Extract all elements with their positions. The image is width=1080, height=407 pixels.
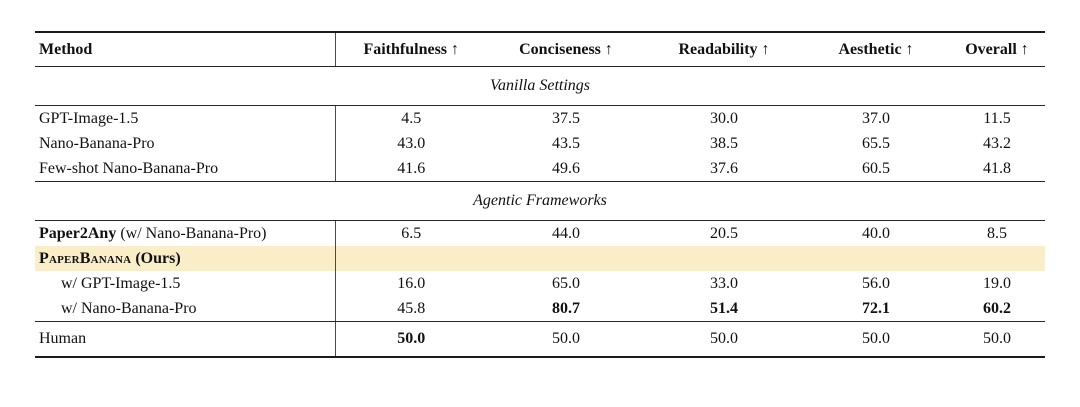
faithfulness-value: 43.0	[397, 134, 426, 152]
aesthetic-value: 60.5	[803, 156, 949, 182]
method-label: Nano-Banana-Pro	[35, 131, 336, 156]
faithfulness-value: 50.0	[335, 321, 487, 358]
method-name-suffix: (w/ Nano-Banana-Pro)	[116, 224, 267, 242]
section-header-label: Agentic Frameworks	[35, 181, 1045, 221]
readability-value: 50.0	[645, 321, 803, 358]
table-row-nano-banana: Nano-Banana-Pro 43.0 43.5 38.5 65.5 43.2	[35, 131, 1045, 156]
table-row-paper2any: Paper2Any (w/ Nano-Banana-Pro) 6.5 44.0 …	[35, 220, 1045, 246]
readability-value: 33.0	[710, 274, 738, 292]
empty-cell	[645, 246, 803, 271]
overall-value: 8.5	[987, 224, 1007, 242]
column-header-faithfulness: Faithfulness ↑	[335, 31, 487, 67]
method-label: PaperBanana (Ours)	[35, 246, 336, 271]
method-label: Few-shot Nano-Banana-Pro	[35, 156, 336, 182]
method-name-smallcaps: PaperBanana	[39, 249, 132, 267]
section-header-agentic-frameworks: Agentic Frameworks	[35, 181, 1045, 221]
empty-cell	[487, 246, 645, 271]
empty-cell	[803, 246, 949, 271]
conciseness-value: 65.0	[552, 274, 580, 292]
method-name-bold: Paper2Any	[39, 224, 117, 242]
readability-value: 30.0	[710, 109, 738, 127]
readability-value: 38.5	[710, 134, 738, 152]
conciseness-value: 43.5	[552, 134, 580, 152]
overall-value: 11.5	[983, 109, 1011, 127]
aesthetic-value: 56.0	[862, 274, 890, 292]
aesthetic-value: 72.1	[803, 296, 949, 322]
table-row-human: Human 50.0 50.0 50.0 50.0 50.0	[35, 321, 1045, 358]
readability-value: 20.5	[710, 224, 738, 242]
table-header-row: Method Faithfulness ↑ Conciseness ↑ Read…	[35, 31, 1045, 67]
column-header-readability: Readability ↑	[645, 31, 803, 67]
table-row-ours-gpt-image: w/ GPT-Image-1.5 16.0 65.0 33.0 56.0 19.…	[35, 271, 1045, 296]
method-name-suffix: (Ours)	[131, 249, 181, 267]
table-row-gpt-image: GPT-Image-1.5 4.5 37.5 30.0 37.0 11.5	[35, 105, 1045, 131]
conciseness-value: 49.6	[487, 156, 645, 182]
section-header-vanilla-settings: Vanilla Settings	[35, 66, 1045, 106]
conciseness-value: 50.0	[487, 321, 645, 358]
conciseness-value: 37.5	[552, 109, 580, 127]
section-header-label: Vanilla Settings	[35, 66, 1045, 106]
overall-value: 50.0	[949, 321, 1045, 358]
aesthetic-value: 37.0	[862, 109, 890, 127]
column-header-overall: Overall ↑	[949, 31, 1045, 67]
column-header-aesthetic: Aesthetic ↑	[803, 31, 949, 67]
method-label: w/ GPT-Image-1.5	[35, 271, 336, 296]
table-row-ours-nano-banana: w/ Nano-Banana-Pro 45.8 80.7 51.4 72.1 6…	[35, 296, 1045, 322]
method-label: Paper2Any (w/ Nano-Banana-Pro)	[35, 220, 336, 246]
faithfulness-value: 41.6	[335, 156, 487, 182]
column-header-method: Method	[35, 31, 336, 67]
overall-value: 43.2	[983, 134, 1011, 152]
aesthetic-value: 65.5	[862, 134, 890, 152]
conciseness-value: 80.7	[487, 296, 645, 322]
overall-value: 60.2	[949, 296, 1045, 322]
faithfulness-value: 4.5	[401, 109, 422, 127]
conciseness-value: 44.0	[552, 224, 580, 242]
method-label: w/ Nano-Banana-Pro	[35, 296, 336, 322]
empty-cell	[335, 246, 487, 271]
readability-value: 51.4	[645, 296, 803, 322]
aesthetic-value: 50.0	[803, 321, 949, 358]
empty-cell	[949, 246, 1045, 271]
aesthetic-value: 40.0	[862, 224, 890, 242]
column-header-conciseness: Conciseness ↑	[487, 31, 645, 67]
results-table: Method Faithfulness ↑ Conciseness ↑ Read…	[35, 31, 1045, 358]
readability-value: 37.6	[645, 156, 803, 182]
overall-value: 19.0	[983, 274, 1011, 292]
method-label: Human	[35, 321, 336, 358]
faithfulness-value: 16.0	[397, 274, 426, 292]
overall-value: 41.8	[949, 156, 1045, 182]
faithfulness-value: 45.8	[335, 296, 487, 322]
table-row-few-shot: Few-shot Nano-Banana-Pro 41.6 49.6 37.6 …	[35, 156, 1045, 182]
table-row-paperbanana-ours: PaperBanana (Ours)	[35, 246, 1045, 271]
method-label: GPT-Image-1.5	[35, 105, 336, 131]
faithfulness-value: 6.5	[401, 224, 422, 242]
